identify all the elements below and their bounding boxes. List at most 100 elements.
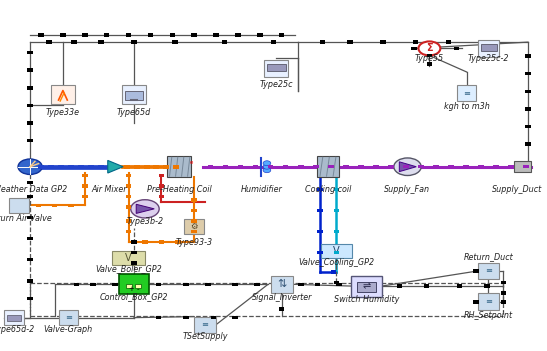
Bar: [501, 281, 506, 284]
Bar: [473, 269, 479, 273]
Bar: [298, 165, 304, 168]
Bar: [257, 33, 263, 37]
Bar: [267, 64, 286, 71]
Bar: [317, 209, 323, 212]
Bar: [126, 195, 131, 198]
Bar: [427, 54, 432, 57]
Bar: [112, 283, 118, 286]
Bar: [4, 310, 24, 325]
Bar: [48, 165, 54, 168]
Text: kgh to m3h: kgh to m3h: [444, 101, 490, 111]
Bar: [78, 165, 84, 168]
Bar: [156, 283, 161, 286]
Bar: [131, 240, 137, 244]
Text: ≡: ≡: [485, 297, 492, 306]
Bar: [317, 251, 323, 254]
Text: ≡: ≡: [65, 313, 72, 322]
Bar: [331, 270, 336, 274]
Bar: [27, 297, 33, 300]
Bar: [135, 284, 141, 288]
Bar: [334, 251, 339, 254]
Text: ≡: ≡: [463, 88, 470, 98]
Bar: [194, 317, 216, 333]
Bar: [126, 205, 131, 209]
Bar: [68, 204, 74, 207]
Bar: [373, 165, 379, 168]
Bar: [525, 72, 531, 75]
Bar: [112, 251, 145, 265]
Bar: [351, 276, 382, 297]
Text: Air Mixer: Air Mixer: [92, 185, 127, 194]
Bar: [27, 258, 33, 261]
Polygon shape: [136, 204, 154, 213]
Text: Type65d: Type65d: [117, 108, 151, 117]
Bar: [27, 104, 33, 107]
Bar: [320, 40, 325, 44]
Bar: [213, 33, 219, 37]
Text: Valve_Boler_GP2: Valve_Boler_GP2: [95, 264, 162, 273]
Text: Valve-Graph: Valve-Graph: [44, 325, 93, 335]
Bar: [126, 219, 131, 223]
Bar: [264, 60, 288, 77]
Text: Control_Box_GP2: Control_Box_GP2: [100, 292, 168, 301]
Bar: [133, 165, 140, 168]
Bar: [334, 281, 339, 284]
Text: Type55: Type55: [415, 54, 444, 63]
Text: Σ: Σ: [426, 44, 433, 53]
Text: Return Air Valve: Return Air Valve: [0, 214, 51, 223]
Bar: [125, 91, 143, 100]
Bar: [74, 283, 79, 286]
Bar: [143, 165, 150, 168]
Bar: [82, 184, 88, 188]
Bar: [27, 68, 33, 72]
Text: Weather Data GP2: Weather Data GP2: [0, 185, 67, 194]
Bar: [397, 284, 402, 288]
Bar: [159, 240, 164, 244]
Bar: [279, 33, 284, 37]
Circle shape: [394, 158, 421, 176]
Bar: [427, 62, 432, 66]
Text: +: +: [129, 286, 135, 292]
Bar: [418, 165, 424, 168]
Bar: [153, 165, 160, 168]
Bar: [328, 165, 334, 168]
Bar: [271, 40, 276, 44]
Text: ≡: ≡: [202, 320, 208, 329]
Bar: [119, 274, 149, 294]
Circle shape: [263, 164, 271, 169]
Bar: [449, 165, 454, 168]
Bar: [484, 284, 490, 288]
Bar: [336, 283, 342, 286]
Text: Return_Duct: Return_Duct: [464, 252, 513, 261]
Text: Valve_Cooling_GP2: Valve_Cooling_GP2: [298, 258, 375, 267]
Text: Type33e: Type33e: [46, 108, 80, 117]
Text: TSetSupply: TSetSupply: [182, 332, 228, 342]
Bar: [222, 40, 227, 44]
Bar: [463, 165, 469, 168]
Bar: [235, 33, 241, 37]
Bar: [205, 283, 211, 286]
Bar: [126, 230, 131, 233]
Bar: [52, 204, 57, 207]
Bar: [27, 86, 33, 90]
Bar: [433, 165, 439, 168]
Text: Humidifier: Humidifier: [241, 185, 282, 194]
Bar: [126, 184, 131, 188]
Bar: [525, 125, 531, 128]
Bar: [283, 165, 288, 168]
Bar: [191, 209, 197, 212]
Text: Type25c: Type25c: [259, 80, 293, 89]
Bar: [71, 40, 77, 44]
Bar: [501, 300, 506, 304]
Bar: [191, 230, 197, 233]
Bar: [90, 283, 96, 286]
Bar: [279, 307, 284, 311]
Bar: [191, 33, 197, 37]
Bar: [170, 33, 175, 37]
Bar: [191, 198, 197, 202]
Text: RH_Setpoint: RH_Setpoint: [464, 311, 513, 320]
Bar: [173, 165, 179, 168]
Bar: [27, 121, 33, 125]
Bar: [126, 33, 131, 37]
Bar: [208, 165, 213, 168]
